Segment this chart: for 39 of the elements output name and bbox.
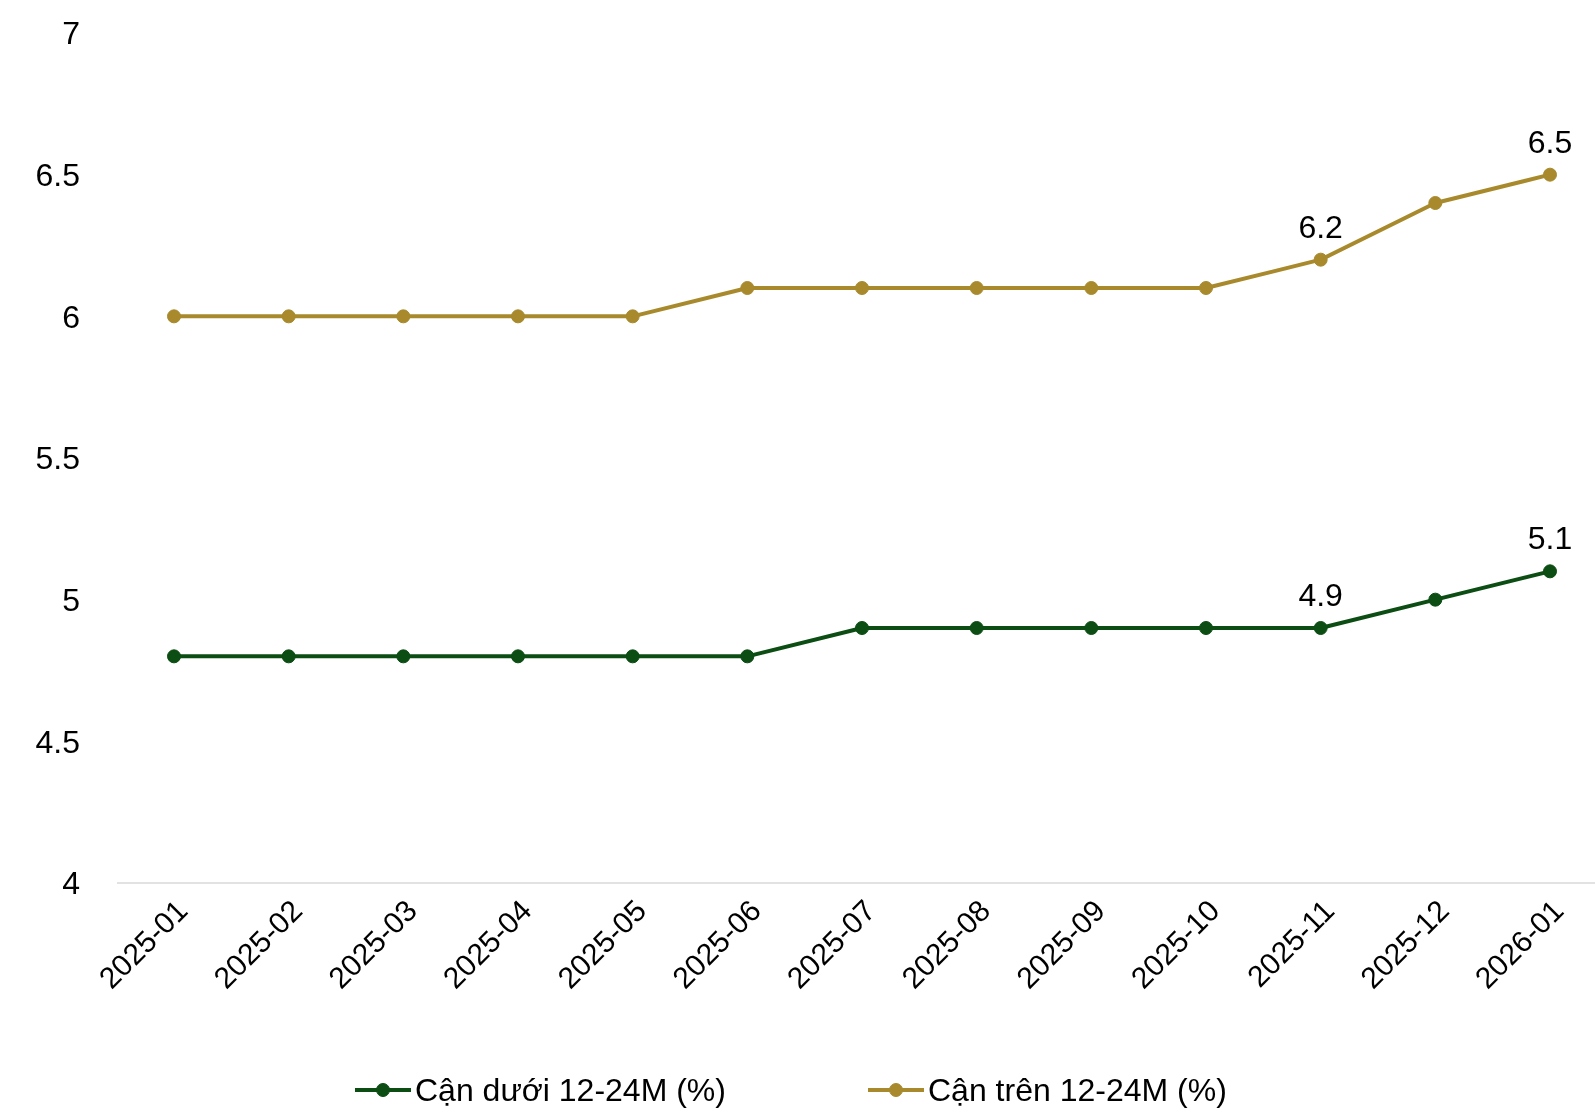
y-tick-label: 5 bbox=[62, 581, 80, 618]
point bbox=[740, 281, 755, 295]
y-tick-label: 4.5 bbox=[35, 723, 80, 760]
point bbox=[1428, 196, 1443, 210]
point bbox=[855, 621, 869, 635]
legend-label: Cận dưới 12-24M (%) bbox=[415, 1072, 726, 1109]
point bbox=[855, 281, 869, 295]
y-tick-label: 6 bbox=[62, 298, 80, 335]
point bbox=[396, 649, 411, 664]
data-label: 6.5 bbox=[1527, 123, 1573, 160]
point bbox=[969, 621, 984, 635]
point bbox=[167, 309, 181, 324]
legend-label: Cận trên 12-24M (%) bbox=[928, 1072, 1227, 1109]
point bbox=[167, 649, 181, 664]
point bbox=[396, 309, 411, 324]
y-tick-label: 7 bbox=[62, 15, 80, 52]
point bbox=[969, 281, 984, 295]
data-label: 6.2 bbox=[1298, 208, 1343, 245]
point bbox=[740, 649, 755, 664]
point bbox=[625, 649, 640, 664]
point bbox=[1084, 281, 1099, 295]
y-tick-label: 4 bbox=[62, 865, 80, 902]
y-tick-label: 5.5 bbox=[35, 440, 80, 477]
point bbox=[1199, 621, 1213, 635]
point bbox=[1313, 252, 1328, 267]
point bbox=[1543, 167, 1557, 182]
point bbox=[1313, 621, 1328, 635]
y-tick-label: 6.5 bbox=[35, 156, 80, 193]
point bbox=[1543, 564, 1557, 579]
point bbox=[281, 309, 296, 324]
point bbox=[1199, 281, 1213, 295]
data-label: 4.9 bbox=[1298, 577, 1343, 613]
point bbox=[625, 309, 640, 324]
data-label: 5.1 bbox=[1527, 520, 1573, 557]
point bbox=[511, 649, 525, 664]
point bbox=[1428, 592, 1443, 607]
point bbox=[1084, 621, 1099, 635]
point bbox=[511, 309, 525, 324]
point bbox=[281, 649, 296, 664]
